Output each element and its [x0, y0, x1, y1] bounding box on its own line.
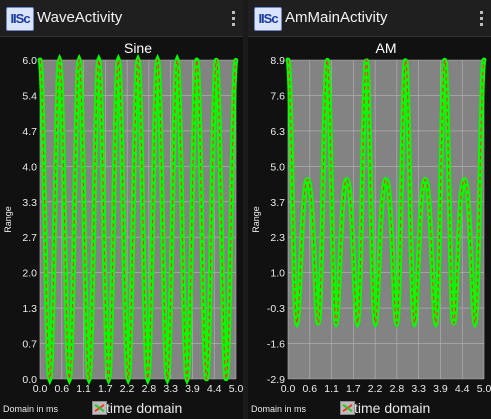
- wave-activity-screen: IISc WaveActivity 0.0 0.6 1.1 1.7 2.2 2.8 3.3 3…: [0, 0, 243, 419]
- x-tick-label: 5.0: [229, 383, 243, 395]
- x-tick-label: 2.8: [390, 383, 405, 395]
- x-tick-label: 0.6: [54, 383, 69, 395]
- action-bar: IISc WaveActivity: [0, 0, 243, 37]
- legend-label: time domain: [354, 400, 431, 416]
- y-tick-label: 2.3: [270, 232, 285, 244]
- y-tick-label: 7.6: [270, 90, 285, 102]
- y-tick-label: 8.9: [270, 55, 285, 67]
- y-tick-label: 0.0: [22, 374, 37, 386]
- x-tick-label: 1.1: [324, 383, 339, 395]
- y-tick-label: 4.0: [22, 161, 37, 173]
- x-tick-label: 5.0: [477, 383, 491, 395]
- y-tick-label: -0.3: [267, 303, 285, 315]
- overflow-menu-icon[interactable]: [225, 6, 241, 30]
- y-axis-label: Range: [3, 206, 13, 233]
- app-title: WaveActivity: [37, 9, 123, 26]
- x-tick-label: 1.7: [98, 383, 113, 395]
- y-tick-label: 1.0: [270, 268, 285, 280]
- y-tick-label: 1.3: [22, 303, 37, 315]
- app-logo-icon[interactable]: IISc: [254, 7, 282, 31]
- app-logo-icon[interactable]: IISc: [6, 7, 34, 31]
- x-tick-label: 1.1: [76, 383, 91, 395]
- x-tick-label: 3.3: [411, 383, 426, 395]
- series-line-time-domain: [285, 53, 487, 329]
- am-main-activity-screen: IISc AmMainActivity 0.0 0.6 1.1 1.7 2.2 2.8 3.…: [248, 0, 491, 419]
- x-tick-label: 0.0: [33, 383, 48, 395]
- x-tick-label: 0.6: [302, 383, 317, 395]
- domain-axis-label: Domain in ms: [3, 404, 59, 414]
- y-axis-label: Range: [251, 206, 261, 233]
- y-tick-label: 5.4: [22, 90, 37, 102]
- y-tick-label: 4.7: [22, 126, 37, 138]
- x-tick-label: 0.0: [281, 383, 296, 395]
- legend-swatch-icon: [92, 401, 107, 415]
- x-tick-label: 2.2: [120, 383, 135, 395]
- am-chart-area: 0.0 0.6 1.1 1.7 2.2 2.8 3.3 3.9 4.4 5.0 8.9 7.6 6.3 5…: [248, 37, 491, 419]
- y-tick-label: -2.9: [267, 374, 285, 386]
- x-tick-label: 1.7: [346, 383, 361, 395]
- chart-title: Sine: [124, 40, 152, 56]
- x-tick-label: 3.9: [185, 383, 200, 395]
- y-tick-label: 6.3: [270, 126, 285, 138]
- y-tick-label: 6.0: [22, 55, 37, 67]
- domain-axis-label: Domain in ms: [251, 404, 307, 414]
- legend-label: time domain: [106, 400, 183, 416]
- y-tick-label: 3.7: [270, 197, 285, 209]
- reference-line: [39, 58, 237, 381]
- y-tick-label: 2.7: [22, 232, 37, 244]
- action-bar: IISc AmMainActivity: [248, 0, 491, 37]
- overflow-menu-icon[interactable]: [473, 6, 489, 30]
- x-tick-label: 2.2: [368, 383, 383, 395]
- y-tick-label: 0.7: [22, 339, 37, 351]
- y-tick-label: 2.0: [22, 268, 37, 280]
- x-tick-label: 4.4: [455, 383, 470, 395]
- plot-background: [288, 60, 484, 379]
- legend-swatch-icon: [340, 401, 355, 415]
- y-tick-label: 3.3: [22, 197, 37, 209]
- x-tick-label: 3.3: [163, 383, 178, 395]
- x-tick-label: 2.8: [142, 383, 157, 395]
- am-chart: 0.0 0.6 1.1 1.7 2.2 2.8 3.3 3.9 4.4 5.0 8.9 7.6 6.3 5…: [251, 40, 491, 395]
- sine-chart: 0.0 0.6 1.1 1.7 2.2 2.8 3.3 3.9 4.4 5.0 6.0 5.4 4.7 4…: [3, 40, 243, 395]
- app-title: AmMainActivity: [285, 9, 388, 26]
- y-tick-label: 5.0: [270, 161, 285, 173]
- panel-divider: [243, 0, 248, 419]
- y-tick-label: -1.6: [267, 339, 285, 351]
- sine-chart-area: 0.0 0.6 1.1 1.7 2.2 2.8 3.3 3.9 4.4 5.0 6.0 5.4 4.7 4…: [0, 37, 243, 419]
- x-tick-label: 3.9: [433, 383, 448, 395]
- x-tick-label: 4.4: [207, 383, 222, 395]
- chart-title: AM: [376, 40, 397, 56]
